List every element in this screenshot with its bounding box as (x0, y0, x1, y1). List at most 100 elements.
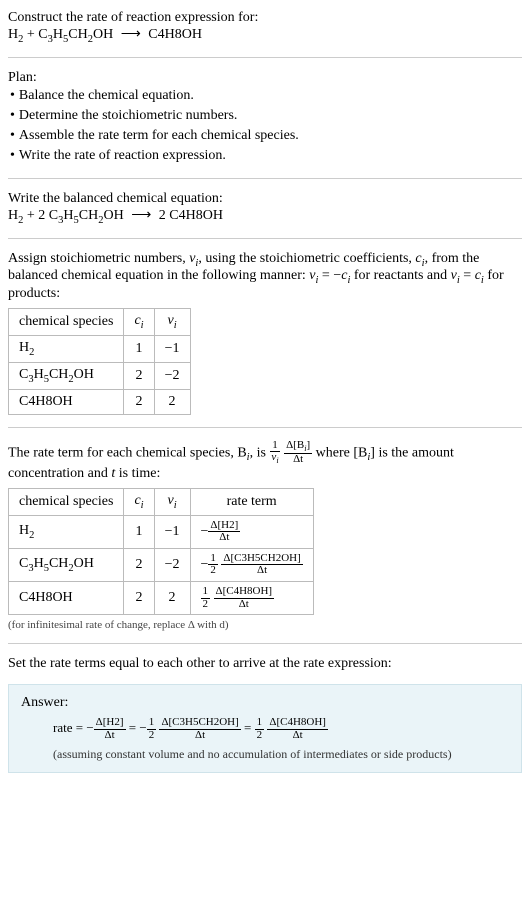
rate-table: chemical species ci νi rate term H2 1 −1… (8, 488, 314, 615)
divider (8, 57, 522, 58)
cell-ci: 1 (124, 515, 154, 548)
cell-species: C3H5CH2OH (9, 362, 124, 389)
table-row: C3H5CH2OH 2 −2 (9, 362, 191, 389)
term-2: Δ[C3H5CH2OH]Δt (159, 717, 240, 741)
cell-ci: 2 (124, 548, 154, 581)
rt-e: is time: (115, 466, 160, 481)
cell-nu: −2 (154, 548, 190, 581)
rt-a: The rate term for each chemical species,… (8, 445, 247, 460)
plan-item: •Determine the stoichiometric numbers. (10, 106, 522, 126)
plan-list: •Balance the chemical equation. •Determi… (8, 86, 522, 166)
assign-section: Assign stoichiometric numbers, νi , using… (8, 245, 522, 421)
cell-ci: 2 (124, 389, 154, 414)
cell-rate: −Δ[H2]Δt (190, 515, 313, 548)
arrow-icon: ⟶ (127, 208, 155, 223)
table-row: C4H8OH 2 2 12 Δ[C4H8OH]Δt (9, 581, 314, 614)
cell-species: C4H8OH (9, 581, 124, 614)
eq-lhs1: H (8, 27, 18, 42)
beq-lhs2d: OH (103, 208, 123, 223)
setequal-text: Set the rate terms equal to each other t… (8, 650, 522, 678)
rt-c: where [B (316, 445, 368, 460)
table-header-row: chemical species ci νi (9, 309, 191, 336)
answer-equation: rate = −Δ[H2]Δt = −12 Δ[C3H5CH2OH]Δt = 1… (21, 717, 509, 741)
table-row: C3H5CH2OH 2 −2 −12 Δ[C3H5CH2OH]Δt (9, 548, 314, 581)
balanced-section: Write the balanced chemical equation: H 2… (8, 185, 522, 232)
plan-item: •Assemble the rate term for each chemica… (10, 126, 522, 146)
beq-lhs2b: H (63, 208, 73, 223)
frac-one-over-nu: 1νi (269, 440, 280, 466)
table-row: H2 1 −1 (9, 335, 191, 362)
divider (8, 427, 522, 428)
cell-ci: 2 (124, 581, 154, 614)
eq-lhs2c: CH (68, 27, 87, 42)
beq-rcoef: 2 (155, 208, 169, 223)
rateterm-section: The rate term for each chemical species,… (8, 434, 522, 637)
infinitesimal-note: (for infinitesimal rate of change, repla… (8, 619, 522, 631)
answer-box: Answer: rate = −Δ[H2]Δt = −12 Δ[C3H5CH2O… (8, 684, 522, 773)
plan-item-text: Balance the chemical equation. (19, 88, 194, 104)
assign-b: , using the stoichiometric coefficients, (198, 251, 415, 266)
prompt-text: Construct the rate of reaction expressio… (8, 10, 522, 26)
cell-rate: 12 Δ[C4H8OH]Δt (190, 581, 313, 614)
cell-species: C4H8OH (9, 389, 124, 414)
term-3: Δ[C4H8OH]Δt (267, 717, 328, 741)
eq-plus: + (23, 27, 38, 42)
plan-item: •Write the rate of reaction expression. (10, 146, 522, 166)
cell-nu: −2 (154, 362, 190, 389)
eq-lhs2d: OH (93, 27, 113, 42)
col-ci: ci (124, 488, 154, 515)
cell-ci: 1 (124, 335, 154, 362)
beq-lhs1: H (8, 208, 18, 223)
bullet-icon: • (10, 108, 15, 124)
cell-species: H2 (9, 335, 124, 362)
rate-label: rate = (53, 720, 86, 735)
cell-rate: −12 Δ[C3H5CH2OH]Δt (190, 548, 313, 581)
col-rate: rate term (190, 488, 313, 515)
plan-item: •Balance the chemical equation. (10, 86, 522, 106)
divider (8, 643, 522, 644)
eq-lhs2a: C (38, 27, 47, 42)
unbalanced-equation: H2 + C3H5CH2OH ⟶ C4H8OH (8, 26, 522, 45)
plan-item-text: Assemble the rate term for each chemical… (19, 128, 299, 144)
cell-ci: 2 (124, 362, 154, 389)
balanced-equation: H2 + 2 C3H5CH2OH ⟶ 2 C4H8OH (8, 207, 522, 226)
beq-rhs: C4H8OH (169, 208, 223, 223)
term-1: Δ[H2]Δt (94, 717, 126, 741)
beq-plus: + 2 (23, 208, 48, 223)
cell-species: H2 (9, 515, 124, 548)
col-ci: ci (124, 309, 154, 336)
eq-lhs2b: H (53, 27, 63, 42)
table-row: C4H8OH 2 2 (9, 389, 191, 414)
cell-species: C3H5CH2OH (9, 548, 124, 581)
cell-nu: 2 (154, 581, 190, 614)
rt-b: , is (250, 445, 270, 460)
eq1-mid: = − (318, 268, 341, 283)
divider (8, 178, 522, 179)
balanced-title: Write the balanced chemical equation: (8, 191, 522, 207)
col-nu: νi (154, 488, 190, 515)
prompt: Construct the rate of reaction expressio… (8, 4, 522, 51)
beq-lhs2a: C (49, 208, 58, 223)
col-nu: νi (154, 309, 190, 336)
plan-section: Plan: •Balance the chemical equation. •D… (8, 64, 522, 172)
frac-dbi-dt: Δ[Bi]Δt (284, 440, 312, 466)
table-header-row: chemical species ci νi rate term (9, 488, 314, 515)
answer-assumption: (assuming constant volume and no accumul… (21, 747, 509, 762)
arrow-icon: ⟶ (117, 27, 145, 42)
term-3-coef: 12 (255, 717, 265, 741)
assign-a: Assign stoichiometric numbers, (8, 251, 189, 266)
plan-item-text: Write the rate of reaction expression. (19, 148, 226, 164)
bullet-icon: • (10, 148, 15, 164)
beq-lhs2c: CH (79, 208, 98, 223)
assign-d: for reactants and (350, 268, 450, 283)
plan-title: Plan: (8, 70, 522, 86)
eq2-mid: = (460, 268, 475, 283)
stoich-table: chemical species ci νi H2 1 −1 C3H5CH2OH… (8, 308, 191, 414)
divider (8, 238, 522, 239)
plan-item-text: Determine the stoichiometric numbers. (19, 108, 238, 124)
bullet-icon: • (10, 128, 15, 144)
term-2-coef: 12 (147, 717, 157, 741)
bullet-icon: • (10, 88, 15, 104)
cell-nu: 2 (154, 389, 190, 414)
answer-label: Answer: (21, 695, 509, 711)
